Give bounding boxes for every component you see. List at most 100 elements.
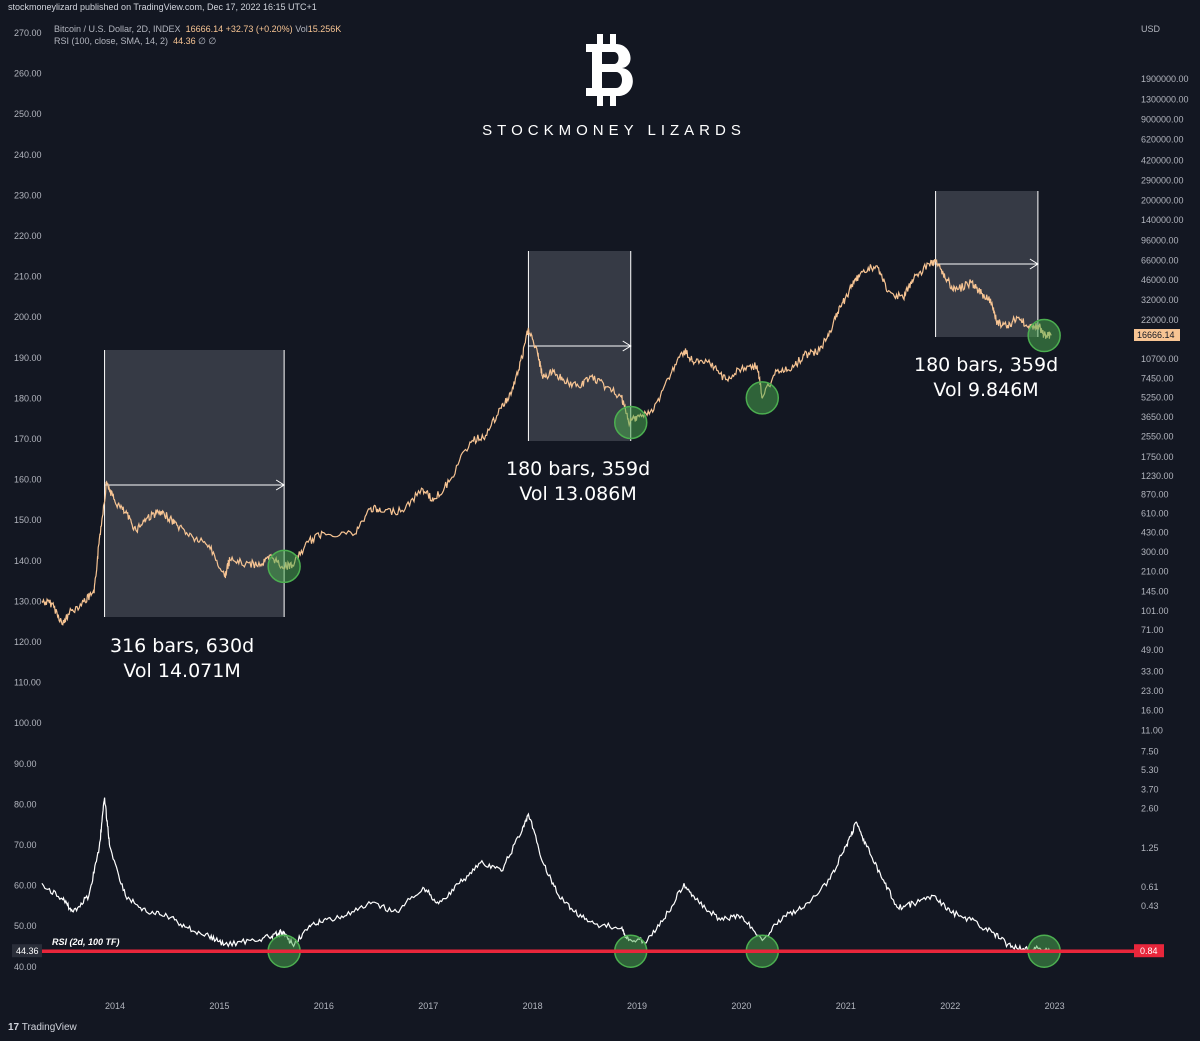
right-tick-label: 140000.00	[1141, 215, 1184, 225]
right-axis-unit: USD	[1141, 24, 1161, 34]
annotation-1-line2: Vol 14.071M	[123, 660, 241, 682]
left-tick-label: 260.00	[14, 69, 42, 79]
x-tick-label: 2023	[1045, 1001, 1065, 1011]
right-tick-label: 300.00	[1141, 547, 1169, 557]
right-tick-label: 7450.00	[1141, 374, 1174, 384]
left-tick-label: 150.00	[14, 515, 42, 525]
right-tick-label: 1750.00	[1141, 452, 1174, 462]
publish-info: stockmoneylizard published on TradingVie…	[8, 2, 317, 12]
range-arrow-head	[1029, 258, 1039, 270]
left-tick-label: 220.00	[14, 231, 42, 241]
right-tick-label: 610.00	[1141, 509, 1169, 519]
right-tick-label: 430.00	[1141, 528, 1169, 538]
x-tick-label: 2016	[314, 1001, 334, 1011]
right-tick-label: 71.00	[1141, 625, 1164, 635]
right-tick-label: 1230.00	[1141, 471, 1174, 481]
left-tick-label: 110.00	[14, 678, 41, 688]
price-bottom-marker	[613, 405, 648, 440]
left-tick-label: 60.00	[14, 881, 37, 891]
tradingview-logo-icon: 17	[8, 1022, 20, 1033]
right-tick-label: 5.30	[1141, 765, 1159, 775]
rsi-extra: ∅ ∅	[198, 36, 217, 46]
range-arrow-head	[275, 479, 286, 491]
rsi-level-value: 44.36	[16, 946, 39, 956]
last-price: 16666.14	[185, 24, 224, 34]
price-change: +32.73 (+0.20%)	[225, 24, 293, 34]
tradingview-footer: 17 TradingView	[8, 1022, 77, 1033]
right-tick-label: 32000.00	[1141, 295, 1179, 305]
range-arrow-head	[622, 340, 632, 352]
brand-logo-text: STOCKMONEY LIZARDS	[482, 122, 746, 139]
x-tick-label: 2015	[209, 1001, 229, 1011]
annotation-1: 316 bars, 630d Vol 14.071M	[110, 634, 254, 684]
price-bottom-marker	[1027, 318, 1061, 353]
bitcoin-icon	[586, 34, 633, 106]
right-tick-label: 7.50	[1141, 746, 1159, 756]
left-tick-label: 90.00	[14, 759, 37, 769]
left-tick-label: 170.00	[14, 434, 42, 444]
left-tick-label: 100.00	[14, 718, 42, 728]
left-tick-label: 130.00	[14, 596, 42, 606]
left-tick-label: 140.00	[14, 556, 42, 566]
annotation-1-line1: 316 bars, 630d	[110, 635, 255, 657]
left-tick-label: 50.00	[14, 921, 37, 931]
right-tick-label: 10700.00	[1141, 354, 1179, 364]
left-tick-label: 160.00	[14, 475, 42, 485]
annotation-2-line1: 180 bars, 359d	[506, 458, 651, 480]
right-tick-label: 620000.00	[1141, 135, 1184, 145]
right-tick-label: 46000.00	[1141, 275, 1179, 285]
right-tick-label: 2550.00	[1141, 431, 1174, 441]
price-line	[41, 258, 1052, 626]
left-tick-label: 270.00	[14, 28, 42, 38]
left-tick-label: 190.00	[14, 353, 42, 363]
rsi-right-tag	[1134, 944, 1164, 958]
price-bottom-marker	[745, 381, 780, 415]
right-tick-label: 900000.00	[1141, 114, 1184, 124]
right-tick-label: 1900000.00	[1141, 74, 1189, 84]
right-tick-label: 210.00	[1141, 566, 1169, 576]
right-tick-label: 23.00	[1141, 686, 1164, 696]
right-tick-label: 200000.00	[1141, 196, 1184, 206]
right-tick-label: 3.70	[1141, 785, 1159, 795]
right-tick-label: 96000.00	[1141, 235, 1179, 245]
rsi-right-value: 0.84	[1140, 946, 1158, 956]
right-tick-label: 145.00	[1141, 586, 1169, 596]
rsi-level-tag	[12, 944, 42, 958]
right-tick-label: 1.25	[1141, 843, 1159, 853]
annotation-2-line2: Vol 13.086M	[519, 483, 637, 505]
right-tick-label: 16.00	[1141, 705, 1164, 715]
right-tick-label: 22000.00	[1141, 315, 1179, 325]
left-tick-label: 70.00	[14, 840, 37, 850]
x-tick-label: 2018	[523, 1001, 543, 1011]
rsi-settings: RSI (100, close, SMA, 14, 2)	[54, 36, 169, 46]
left-tick-label: 210.00	[14, 272, 42, 282]
last-price-tag	[1134, 329, 1180, 342]
x-tick-label: 2017	[418, 1001, 438, 1011]
rsi-legend: RSI (100, close, SMA, 14, 2) 44.36 ∅ ∅	[54, 36, 216, 47]
price-bottom-marker	[267, 549, 301, 584]
x-tick-label: 2022	[940, 1001, 960, 1011]
left-tick-label: 180.00	[14, 393, 42, 403]
x-tick-label: 2019	[627, 1001, 647, 1011]
symbol-legend: Bitcoin / U.S. Dollar, 2D, INDEX 16666.1…	[54, 24, 341, 34]
right-tick-label: 11.00	[1141, 726, 1163, 736]
right-tick-label: 33.00	[1141, 666, 1164, 676]
rsi-line	[41, 797, 1052, 953]
right-tick-label: 101.00	[1141, 606, 1169, 616]
left-tick-label: 120.00	[14, 637, 42, 647]
range-box	[104, 350, 285, 617]
x-tick-label: 2014	[105, 1001, 125, 1011]
rsi-label: RSI (2d, 100 TF)	[52, 937, 120, 947]
right-tick-label: 290000.00	[1141, 176, 1184, 186]
tradingview-brand: TradingView	[21, 1022, 77, 1033]
right-tick-label: 49.00	[1141, 645, 1164, 655]
left-tick-label: 200.00	[14, 312, 42, 322]
volume-label: Vol	[295, 24, 308, 34]
left-tick-label: 80.00	[14, 799, 37, 809]
right-tick-label: 0.61	[1141, 882, 1159, 892]
right-tick-label: 0.43	[1141, 901, 1159, 911]
left-tick-label: 230.00	[14, 190, 42, 200]
last-price-tag-value: 16666.14	[1137, 330, 1175, 340]
right-tick-label: 870.00	[1141, 490, 1169, 500]
right-tick-label: 1300000.00	[1141, 95, 1189, 105]
